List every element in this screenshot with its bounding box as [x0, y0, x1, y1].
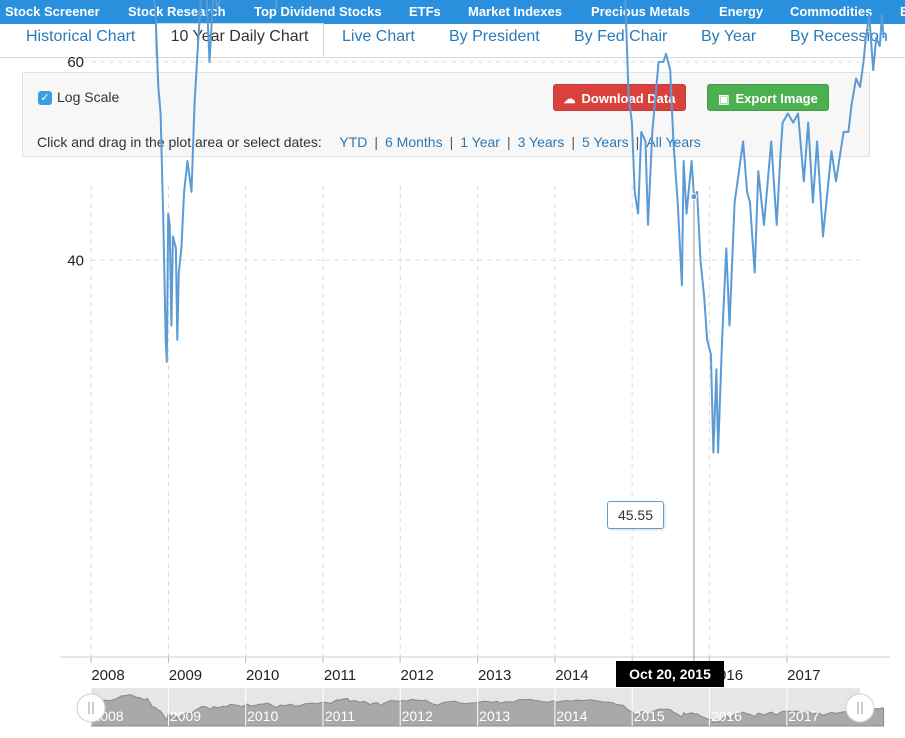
tab-live-chart[interactable]: Live Chart [342, 28, 415, 45]
nav-precious-metals[interactable]: Precious Metals [591, 4, 690, 19]
navigator-handle-left[interactable] [76, 693, 106, 723]
range-6-months[interactable]: 6 Months [385, 134, 443, 150]
y-tick-label: 60 [67, 54, 84, 71]
tab-by-year[interactable]: By Year [701, 28, 757, 45]
range-3-years[interactable]: 3 Years [517, 134, 565, 150]
log-scale-checkbox[interactable]: ✓ [38, 91, 52, 105]
nav-etfs[interactable]: ETFs [409, 4, 441, 19]
range-1-year[interactable]: 1 Year [460, 134, 500, 150]
x-tick-label: 2008 [91, 667, 124, 684]
nav-energy[interactable]: Energy [719, 4, 764, 19]
nav-top-dividend-stocks[interactable]: Top Dividend Stocks [254, 4, 382, 19]
x-tick-label: 2013 [478, 667, 511, 684]
tab-by-president[interactable]: By President [449, 28, 540, 45]
crosshair-date-label: Oct 20, 2015 [616, 661, 724, 687]
x-tick-label: 2009 [169, 667, 202, 684]
y-tick-label: 40 [67, 252, 84, 269]
export-image-button[interactable]: ▣ Export Image [707, 84, 829, 111]
navigator-label: 2013 [479, 708, 510, 724]
navigator-label: 2017 [788, 708, 819, 724]
navigator-label: 2011 [325, 708, 355, 724]
tab-by-recession[interactable]: By Recession [790, 28, 888, 45]
price-line [153, 0, 885, 454]
range-5-years[interactable]: 5 Years [581, 134, 629, 150]
navigator-series [90, 694, 885, 727]
nav-stock-screener[interactable]: Stock Screener [5, 4, 100, 19]
cloud-download-icon: ☁ [563, 92, 576, 106]
log-scale-label[interactable]: Log Scale [57, 89, 120, 105]
navigator-label: 2015 [634, 708, 665, 724]
x-tick-label: 2010 [246, 667, 279, 684]
nav-market-indexes[interactable]: Market Indexes [468, 4, 562, 19]
chart-controls: ✓ Log Scale ☁ Download Data ▣ Export Image… [22, 72, 870, 157]
navigator-label: 2010 [247, 708, 278, 724]
x-tick-label: 2014 [555, 667, 588, 684]
download-data-button[interactable]: ☁ Download Data [553, 84, 686, 111]
nav-item-truncated[interactable]: E [900, 4, 905, 19]
value-tooltip: 45.55 [607, 501, 664, 529]
range-ytd[interactable]: YTD [339, 134, 368, 150]
tab-historical-chart[interactable]: Historical Chart [26, 28, 136, 45]
tab-10-year-daily-chart[interactable]: 10 Year Daily Chart [155, 23, 324, 57]
navigator-label: 2012 [402, 708, 433, 724]
navigator-label: 2014 [556, 708, 587, 724]
nav-commodities[interactable]: Commodities [790, 4, 873, 19]
chart-tabs: Historical Chart 10 Year Daily Chart Liv… [0, 23, 905, 58]
date-range-selector: Click and drag in the plot area or selec… [37, 134, 701, 150]
image-icon: ▣ [718, 92, 730, 106]
x-tick-label: 2017 [787, 667, 820, 684]
x-tick-label: 2012 [401, 667, 434, 684]
top-navigation: Stock Screener Stock Research Top Divide… [0, 0, 905, 24]
navigator-label: 2009 [170, 708, 201, 724]
x-tick-label: 2011 [324, 667, 356, 684]
range-prompt: Click and drag in the plot area or selec… [37, 134, 322, 150]
navigator-label: 2016 [711, 708, 742, 724]
tab-by-fed-chair[interactable]: By Fed Chair [574, 28, 668, 45]
export-image-label: Export Image [735, 91, 818, 106]
hover-point [690, 193, 698, 201]
navigator-handle-right[interactable] [845, 693, 875, 723]
